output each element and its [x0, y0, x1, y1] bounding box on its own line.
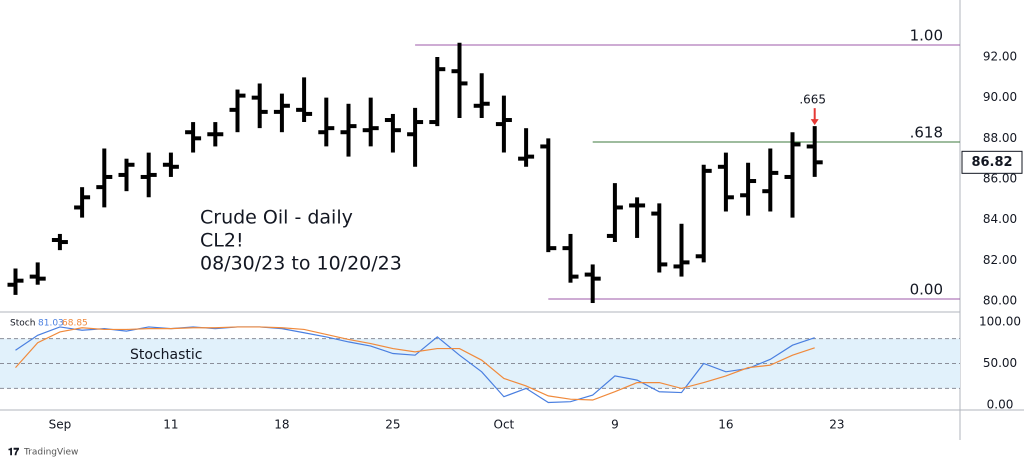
x-tick-label: 18 [274, 418, 289, 432]
y-tick-label: 82.00 [983, 253, 1017, 267]
y-tick-label: 50.00 [983, 356, 1017, 370]
y-tick-label: 90.00 [983, 90, 1017, 104]
fib-label: 1.00 [910, 26, 943, 44]
y-tick-label: 92.00 [983, 49, 1017, 63]
stoch-line [15, 326, 815, 404]
x-tick-label: 11 [163, 418, 178, 432]
annotation: 08/30/23 to 10/20/23 [200, 253, 402, 275]
x-tick-label: 23 [829, 418, 844, 432]
y-tick-label: 84.00 [983, 212, 1017, 226]
y-tick-label: 86.00 [983, 171, 1017, 185]
y-tick-label: 88.00 [983, 131, 1017, 145]
x-tick-label: 16 [718, 418, 733, 432]
marker-label: .665 [799, 93, 826, 107]
last-price-label: 86.82 [971, 155, 1012, 170]
stoch-line [15, 326, 815, 401]
y-tick-label: 80.00 [983, 294, 1017, 308]
x-tick-label: Sep [49, 418, 72, 432]
annotation: Crude Oil - daily [200, 207, 353, 229]
legend-value: 68.85 [62, 319, 88, 329]
marker-arrowhead [810, 119, 819, 126]
logo: 𝟏𝟕 [8, 447, 20, 458]
x-tick-label: Oct [494, 418, 515, 432]
legend-value: 81.03 [38, 319, 64, 329]
annotation: CL2! [200, 230, 244, 252]
pane-label: Stochastic [130, 347, 202, 363]
y-tick-label: 0.00 [987, 398, 1014, 412]
y-tick-label: 100.00 [979, 314, 1021, 328]
legend-title: Stoch [10, 319, 35, 329]
x-tick-label: 9 [611, 418, 619, 432]
fib-label: 0.00 [910, 280, 943, 298]
watermark: TradingView [23, 448, 78, 458]
x-tick-label: 25 [385, 418, 400, 432]
last-price-box [961, 150, 1023, 174]
fib-label: .618 [910, 123, 943, 141]
